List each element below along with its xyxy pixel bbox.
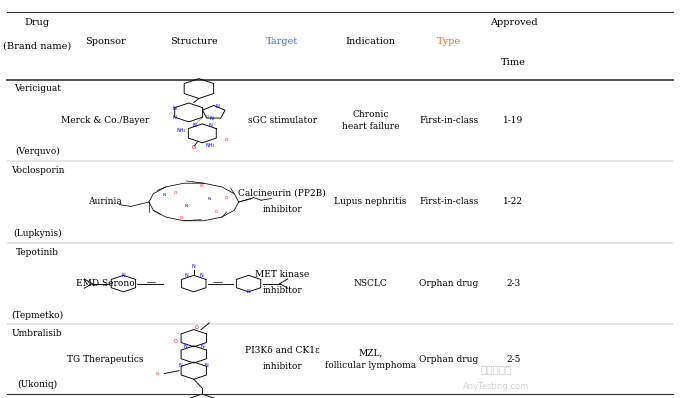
Text: N: N	[200, 273, 203, 278]
Text: First-in-class: First-in-class	[419, 116, 479, 125]
Text: (Tepmetko): (Tepmetko)	[12, 310, 63, 320]
Text: Drug: Drug	[25, 18, 50, 27]
Text: 嘉峪检测网: 嘉峪检测网	[481, 364, 512, 375]
Text: N: N	[163, 193, 165, 197]
Text: EMD Serono: EMD Serono	[76, 279, 135, 288]
Text: inhibitor: inhibitor	[262, 362, 302, 371]
Text: N: N	[200, 344, 204, 349]
Text: O: O	[192, 145, 197, 150]
Text: Type: Type	[437, 37, 461, 46]
Text: N: N	[122, 273, 125, 278]
Text: Orphan drug: Orphan drug	[419, 355, 479, 364]
Text: (Ukoniq): (Ukoniq)	[17, 380, 58, 389]
Text: N: N	[173, 106, 177, 111]
Text: 2-3: 2-3	[507, 279, 520, 288]
Text: PI3Kδ and CK1ε: PI3Kδ and CK1ε	[245, 346, 320, 355]
Text: inhibitor: inhibitor	[262, 205, 302, 214]
Text: follicular lymphoma: follicular lymphoma	[325, 361, 416, 370]
Text: Voclosporin: Voclosporin	[11, 166, 64, 175]
Text: O: O	[200, 184, 203, 188]
Text: N: N	[247, 289, 250, 294]
Text: First-in-class: First-in-class	[419, 197, 479, 207]
Text: inhibitor: inhibitor	[262, 286, 302, 295]
Text: MET kinase: MET kinase	[255, 270, 309, 279]
Text: N: N	[216, 104, 219, 109]
Text: O: O	[156, 371, 160, 376]
Text: Chronic: Chronic	[352, 110, 389, 119]
Text: Cl: Cl	[206, 115, 210, 119]
Text: N: N	[192, 264, 196, 269]
Text: (Verquvo): (Verquvo)	[15, 147, 60, 156]
Text: MZL,: MZL,	[358, 349, 383, 358]
Text: Orphan drug: Orphan drug	[419, 279, 479, 288]
Text: heart failure: heart failure	[342, 122, 399, 131]
Text: N: N	[209, 123, 212, 128]
Text: O: O	[225, 195, 228, 200]
Text: N: N	[192, 123, 196, 128]
Text: Structure: Structure	[170, 37, 218, 46]
Text: N: N	[184, 273, 188, 278]
Text: O: O	[225, 138, 228, 142]
Text: (Lupkynis): (Lupkynis)	[13, 229, 62, 238]
Text: Vericiguat: Vericiguat	[14, 84, 61, 94]
Text: N: N	[173, 115, 177, 120]
Text: 1-22: 1-22	[503, 197, 524, 207]
Text: Merck & Co./Bayer: Merck & Co./Bayer	[61, 116, 150, 125]
Text: N: N	[179, 363, 183, 369]
Text: N: N	[209, 116, 214, 121]
Text: Calcineurin (PP2B): Calcineurin (PP2B)	[238, 189, 326, 198]
Text: Approved: Approved	[490, 18, 537, 27]
Text: 2-5: 2-5	[506, 355, 521, 364]
Text: Tepotinib: Tepotinib	[16, 248, 59, 257]
Text: O: O	[174, 339, 177, 343]
Text: 1-19: 1-19	[503, 116, 524, 125]
Text: AnyTesting.com: AnyTesting.com	[463, 382, 530, 390]
Text: O: O	[180, 216, 184, 220]
Text: Sponsor: Sponsor	[85, 37, 126, 46]
Text: Umbralisib: Umbralisib	[12, 329, 63, 338]
Text: N: N	[185, 204, 188, 209]
Text: Indication: Indication	[345, 37, 396, 46]
Text: O: O	[215, 211, 218, 215]
Text: O: O	[195, 325, 199, 330]
Text: NH₂: NH₂	[205, 143, 215, 148]
Text: N: N	[184, 344, 188, 349]
Text: NSCLC: NSCLC	[354, 279, 388, 288]
Text: N: N	[207, 197, 210, 201]
Text: sGC stimulator: sGC stimulator	[248, 116, 317, 125]
Text: N: N	[205, 363, 209, 369]
Text: O: O	[174, 191, 177, 195]
Text: Aurinia: Aurinia	[88, 197, 122, 207]
Text: Time: Time	[501, 58, 526, 67]
Text: (Brand name): (Brand name)	[3, 42, 71, 51]
Text: Lupus nephritis: Lupus nephritis	[335, 197, 407, 207]
Text: Target: Target	[266, 37, 299, 46]
Text: NH₂: NH₂	[177, 128, 186, 133]
Text: TG Therapeutics: TG Therapeutics	[67, 355, 143, 364]
